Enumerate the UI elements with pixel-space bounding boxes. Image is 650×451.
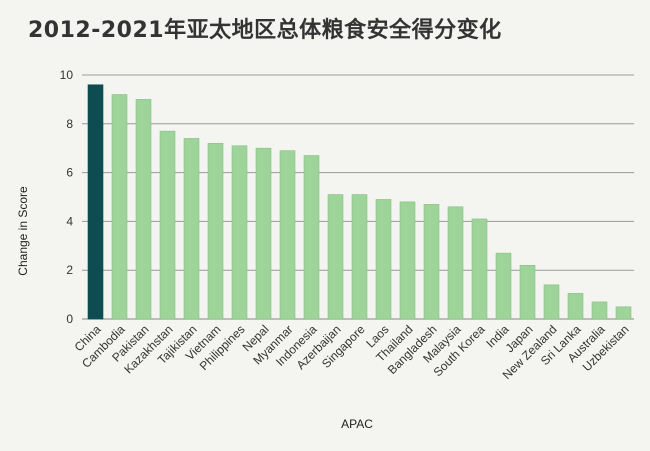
bar-indonesia (303, 155, 320, 320)
x-axis-label: APAC (341, 417, 373, 431)
bar-nepal (255, 147, 272, 320)
bar-australia (591, 301, 608, 320)
bars (87, 84, 632, 320)
bar-laos (375, 199, 392, 320)
bar-azerbaijan (327, 194, 344, 320)
bar-india (495, 252, 512, 320)
y-tick-label: 0 (66, 312, 73, 326)
bar-kazakhstan (159, 130, 176, 320)
chart-title: 2012-2021年亚太地区总体粮食安全得分变化 (28, 18, 502, 43)
y-tick-label: 8 (66, 117, 73, 131)
bar-cambodia (111, 94, 128, 320)
bar-malaysia (447, 206, 464, 320)
bar-thailand (399, 201, 416, 320)
bar-myanmar (279, 150, 296, 320)
bar-philippines (231, 145, 248, 320)
bar-tajikistan (183, 138, 200, 320)
y-axis-ticks: 0 2 4 6 8 10 (60, 68, 74, 326)
bar-south-korea (471, 218, 488, 320)
bar-japan (519, 265, 536, 320)
bar-vietnam (207, 143, 224, 320)
y-axis-label: Change in Score (16, 186, 30, 276)
bar-new-zealand (543, 284, 560, 320)
bar-pakistan (135, 99, 152, 320)
y-tick-label: 4 (66, 214, 73, 228)
y-tick-label: 2 (66, 263, 73, 277)
y-tick-label: 10 (60, 68, 74, 82)
bar-china (87, 84, 104, 320)
y-tick-label: 6 (66, 166, 73, 180)
bar-uzbekistan (615, 306, 632, 320)
bar-sri-lanka (567, 293, 584, 320)
bar-bangladesh (423, 204, 440, 320)
bar-singapore (351, 194, 368, 320)
x-axis-ticks: ChinaCambodiaPakistanKazakhstanTajikista… (72, 322, 632, 382)
